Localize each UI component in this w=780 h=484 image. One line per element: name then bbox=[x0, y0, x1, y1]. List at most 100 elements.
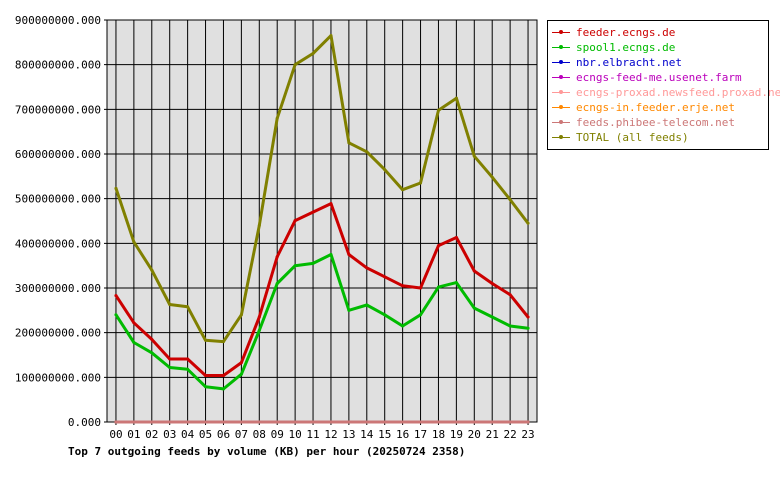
legend-item: feeder.ecngs.de bbox=[552, 25, 675, 40]
data-point-feeds-phibee-telecom-net bbox=[186, 420, 190, 424]
x-tick-label: 08 bbox=[253, 428, 266, 441]
data-point-total-all-feeds bbox=[114, 186, 118, 190]
x-tick-label: 18 bbox=[432, 428, 445, 441]
x-tick-label: 23 bbox=[521, 428, 534, 441]
legend-label: feeder.ecngs.de bbox=[576, 26, 676, 39]
y-tick-label: 700000000.000 bbox=[15, 103, 101, 116]
data-point-feeds-phibee-telecom-net bbox=[347, 420, 351, 424]
legend-item: spool1.ecngs.de bbox=[552, 40, 675, 55]
data-point-feeds-phibee-telecom-net bbox=[239, 420, 243, 424]
data-point-spool1-ecngs-de bbox=[168, 366, 172, 370]
data-point-total-all-feeds bbox=[239, 313, 243, 317]
legend-label: TOTAL (all feeds) bbox=[576, 131, 689, 144]
data-point-feeds-phibee-telecom-net bbox=[526, 420, 530, 424]
data-point-feeder-ecngs-de bbox=[204, 374, 208, 378]
x-tick-label: 00 bbox=[109, 428, 122, 441]
data-point-total-all-feeds bbox=[419, 181, 423, 185]
y-tick-label: 400000000.000 bbox=[15, 237, 101, 250]
data-point-feeder-ecngs-de bbox=[508, 293, 512, 297]
data-point-spool1-ecngs-de bbox=[257, 328, 261, 332]
legend-swatch bbox=[552, 42, 570, 53]
legend-swatch bbox=[552, 132, 570, 143]
data-point-total-all-feeds bbox=[293, 63, 297, 67]
legend-item: ecngs-feed-me.usenet.farm bbox=[552, 70, 742, 85]
data-point-feeder-ecngs-de bbox=[419, 286, 423, 290]
data-point-spool1-ecngs-de bbox=[526, 326, 530, 330]
data-point-spool1-ecngs-de bbox=[383, 313, 387, 317]
data-point-total-all-feeds bbox=[490, 175, 494, 179]
y-tick-label: 100000000.000 bbox=[15, 371, 101, 384]
y-tick-label: 0.000 bbox=[68, 416, 101, 429]
data-point-spool1-ecngs-de bbox=[472, 306, 476, 310]
data-point-total-all-feeds bbox=[508, 198, 512, 202]
x-tick-label: 20 bbox=[468, 428, 481, 441]
data-point-feeder-ecngs-de bbox=[257, 315, 261, 319]
x-tick-label: 17 bbox=[414, 428, 427, 441]
data-point-spool1-ecngs-de bbox=[275, 282, 279, 286]
data-point-spool1-ecngs-de bbox=[239, 372, 243, 376]
x-tick-label: 03 bbox=[163, 428, 176, 441]
data-point-feeds-phibee-telecom-net bbox=[508, 420, 512, 424]
x-tick-label: 12 bbox=[324, 428, 337, 441]
data-point-total-all-feeds bbox=[472, 154, 476, 158]
x-tick-label: 14 bbox=[360, 428, 374, 441]
data-point-total-all-feeds bbox=[275, 116, 279, 120]
data-point-feeds-phibee-telecom-net bbox=[293, 420, 297, 424]
x-tick-label: 07 bbox=[235, 428, 248, 441]
chart-title: Top 7 outgoing feeds by volume (KB) per … bbox=[68, 445, 466, 458]
x-tick-label: 15 bbox=[378, 428, 391, 441]
legend-swatch bbox=[552, 102, 570, 113]
data-point-spool1-ecngs-de bbox=[132, 340, 136, 344]
y-tick-label: 800000000.000 bbox=[15, 59, 101, 72]
y-tick-label: 300000000.000 bbox=[15, 282, 101, 295]
data-point-total-all-feeds bbox=[168, 303, 172, 307]
legend-swatch bbox=[552, 57, 570, 68]
legend-label: ecngs-in.feeder.erje.net bbox=[576, 101, 735, 114]
data-point-feeds-phibee-telecom-net bbox=[472, 420, 476, 424]
data-point-total-all-feeds bbox=[383, 168, 387, 172]
data-point-total-all-feeds bbox=[257, 223, 261, 227]
legend-item: ecngs-in.feeder.erje.net bbox=[552, 100, 735, 115]
x-tick-label: 02 bbox=[145, 428, 158, 441]
x-tick-label: 09 bbox=[271, 428, 284, 441]
data-point-spool1-ecngs-de bbox=[311, 261, 315, 265]
data-point-feeder-ecngs-de bbox=[293, 219, 297, 223]
data-point-feeds-phibee-telecom-net bbox=[257, 420, 261, 424]
data-point-total-all-feeds bbox=[204, 338, 208, 342]
data-point-total-all-feeds bbox=[132, 240, 136, 244]
data-point-feeder-ecngs-de bbox=[526, 315, 530, 319]
data-point-feeder-ecngs-de bbox=[221, 374, 225, 378]
data-point-feeder-ecngs-de bbox=[365, 266, 369, 270]
data-point-spool1-ecngs-de bbox=[508, 324, 512, 328]
data-point-feeds-phibee-telecom-net bbox=[132, 420, 136, 424]
y-tick-label: 500000000.000 bbox=[15, 193, 101, 206]
data-point-feeder-ecngs-de bbox=[329, 202, 333, 206]
data-point-total-all-feeds bbox=[436, 108, 440, 112]
data-point-spool1-ecngs-de bbox=[293, 264, 297, 268]
data-point-total-all-feeds bbox=[454, 96, 458, 100]
data-point-spool1-ecngs-de bbox=[150, 351, 154, 355]
data-point-feeds-phibee-telecom-net bbox=[311, 420, 315, 424]
x-tick-label: 21 bbox=[486, 428, 499, 441]
x-tick-label: 05 bbox=[199, 428, 212, 441]
legend-swatch bbox=[552, 72, 570, 83]
data-point-spool1-ecngs-de bbox=[221, 387, 225, 391]
legend-label: ecngs-feed-me.usenet.farm bbox=[576, 71, 742, 84]
data-point-feeder-ecngs-de bbox=[168, 357, 172, 361]
data-point-feeder-ecngs-de bbox=[436, 244, 440, 248]
data-point-total-all-feeds bbox=[526, 221, 530, 225]
x-tick-label: 16 bbox=[396, 428, 409, 441]
data-point-spool1-ecngs-de bbox=[114, 313, 118, 317]
data-point-spool1-ecngs-de bbox=[365, 303, 369, 307]
data-point-total-all-feeds bbox=[311, 52, 315, 55]
data-point-feeds-phibee-telecom-net bbox=[383, 420, 387, 424]
series-line-total-all-feeds bbox=[114, 34, 530, 344]
data-point-feeder-ecngs-de bbox=[454, 236, 458, 240]
data-point-total-all-feeds bbox=[329, 34, 333, 38]
legend-label: feeds.phibee-telecom.net bbox=[576, 116, 735, 129]
data-point-total-all-feeds bbox=[347, 141, 351, 145]
legend-item: nbr.elbracht.net bbox=[552, 55, 682, 70]
data-point-feeder-ecngs-de bbox=[132, 321, 136, 325]
